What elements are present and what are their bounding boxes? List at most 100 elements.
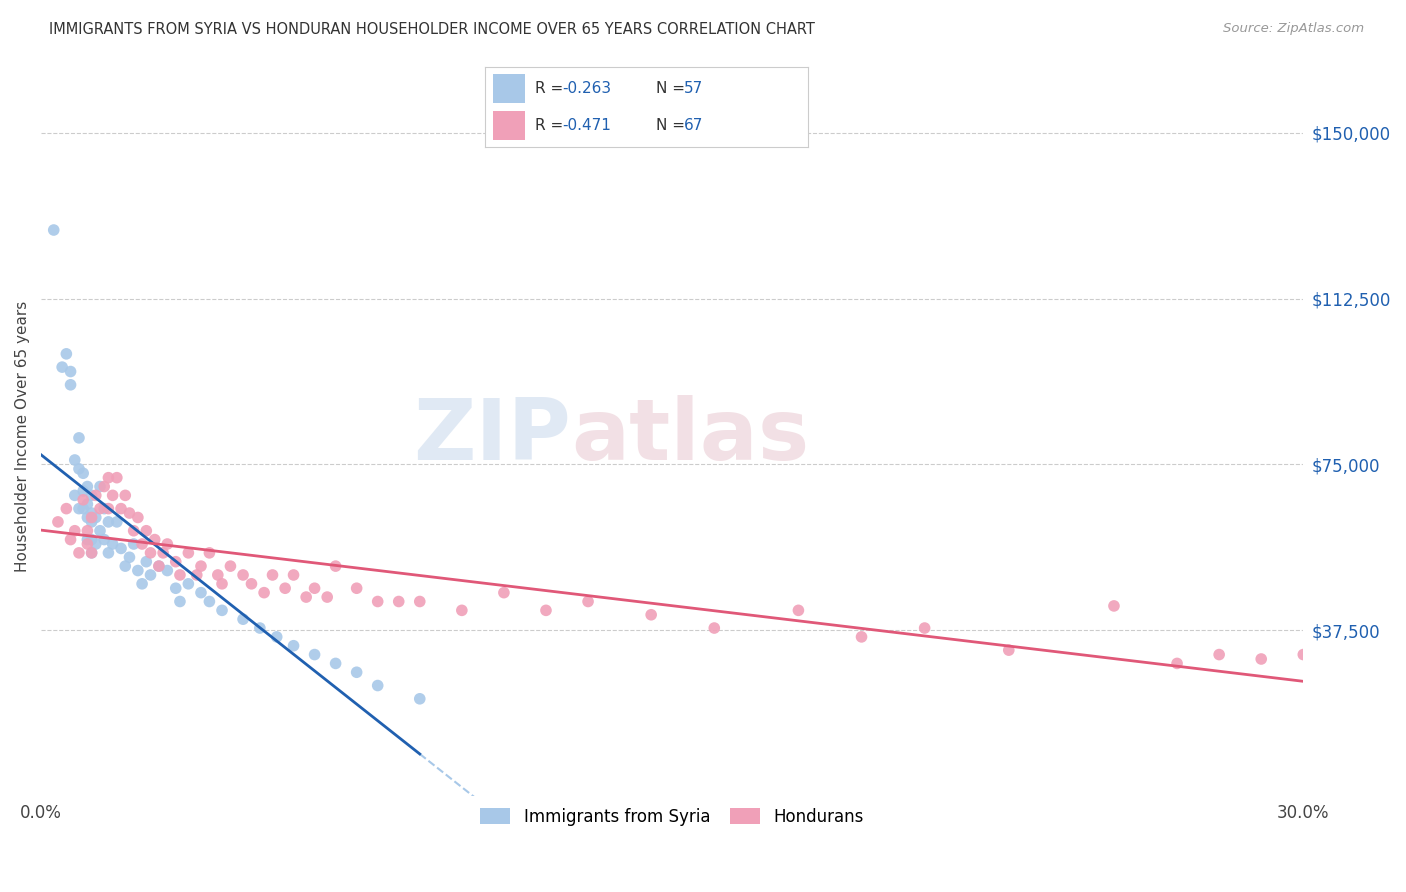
Point (190, 585, 212, 599)
Point (76, 510, 98, 524)
Point (148, 559, 170, 574)
Point (110, 501, 132, 516)
Point (127, 510, 149, 524)
Point (80, 546, 103, 560)
Point (316, 590, 339, 604)
Point (534, 603, 557, 617)
Point (851, 630, 873, 644)
Point (93, 533, 115, 547)
Point (72, 501, 94, 516)
Point (409, 691, 432, 706)
Point (1250, 652, 1272, 666)
Point (93, 501, 115, 516)
Point (283, 568, 305, 582)
Point (165, 581, 187, 595)
Point (76, 479, 98, 493)
Point (114, 488, 136, 502)
Point (118, 550, 141, 565)
Point (190, 559, 212, 574)
FancyBboxPatch shape (494, 74, 526, 103)
Point (211, 603, 233, 617)
Point (67, 546, 90, 560)
Point (59, 365, 82, 379)
Point (118, 506, 141, 520)
Point (84, 537, 107, 551)
Point (325, 657, 347, 671)
Point (80, 510, 103, 524)
Point (84, 510, 107, 524)
Point (304, 581, 326, 595)
Text: 67: 67 (683, 118, 703, 133)
Point (76, 533, 98, 547)
Point (135, 555, 157, 569)
Point (177, 546, 200, 560)
Point (325, 559, 347, 574)
Point (143, 533, 166, 547)
Point (186, 568, 208, 582)
Point (148, 559, 170, 574)
Point (131, 576, 153, 591)
Point (101, 537, 124, 551)
Text: IMMIGRANTS FROM SYRIA VS HONDURAN HOUSEHOLDER INCOME OVER 65 YEARS CORRELATION C: IMMIGRANTS FROM SYRIA VS HONDURAN HOUSEH… (49, 22, 815, 37)
Text: N =: N = (657, 118, 690, 133)
Point (80, 515, 103, 529)
Y-axis label: Householder Income Over 65 years: Householder Income Over 65 years (15, 301, 30, 573)
Point (266, 630, 288, 644)
Point (105, 471, 128, 485)
Point (295, 590, 318, 604)
Point (367, 594, 389, 608)
Point (76, 524, 98, 538)
Point (89, 501, 111, 516)
Point (169, 568, 191, 582)
Point (59, 533, 82, 547)
Point (703, 621, 725, 635)
Text: 57: 57 (683, 81, 703, 96)
Point (59, 377, 82, 392)
Point (232, 568, 254, 582)
Point (304, 648, 326, 662)
Point (232, 612, 254, 626)
Point (80, 506, 103, 520)
Point (101, 488, 124, 502)
Point (131, 537, 153, 551)
Point (114, 559, 136, 574)
Point (51, 360, 73, 375)
Point (110, 541, 132, 556)
Point (207, 568, 229, 582)
Point (156, 564, 179, 578)
Point (198, 546, 221, 560)
Point (76, 537, 98, 551)
Point (67, 462, 90, 476)
Point (63, 488, 86, 502)
Point (346, 665, 368, 680)
Point (997, 643, 1019, 657)
Point (72, 483, 94, 498)
Point (576, 594, 599, 608)
Point (177, 576, 200, 591)
Point (219, 559, 242, 574)
Point (283, 639, 305, 653)
Point (89, 524, 111, 538)
Point (93, 479, 115, 493)
Point (76, 497, 98, 511)
Point (914, 621, 936, 635)
Point (1102, 599, 1125, 613)
Point (105, 515, 128, 529)
Point (97, 501, 120, 516)
Text: R =: R = (536, 118, 568, 133)
Point (122, 524, 145, 538)
Point (198, 594, 221, 608)
Text: -0.263: -0.263 (562, 81, 612, 96)
Point (80, 488, 103, 502)
Point (127, 564, 149, 578)
Text: ZIP: ZIP (413, 395, 571, 478)
Point (388, 594, 411, 608)
Point (492, 585, 515, 599)
Point (450, 603, 472, 617)
Point (1292, 648, 1315, 662)
Legend: Immigrants from Syria, Hondurans: Immigrants from Syria, Hondurans (472, 800, 872, 835)
Text: atlas: atlas (571, 395, 810, 478)
Point (1208, 648, 1230, 662)
Point (139, 568, 162, 582)
Point (55, 347, 77, 361)
